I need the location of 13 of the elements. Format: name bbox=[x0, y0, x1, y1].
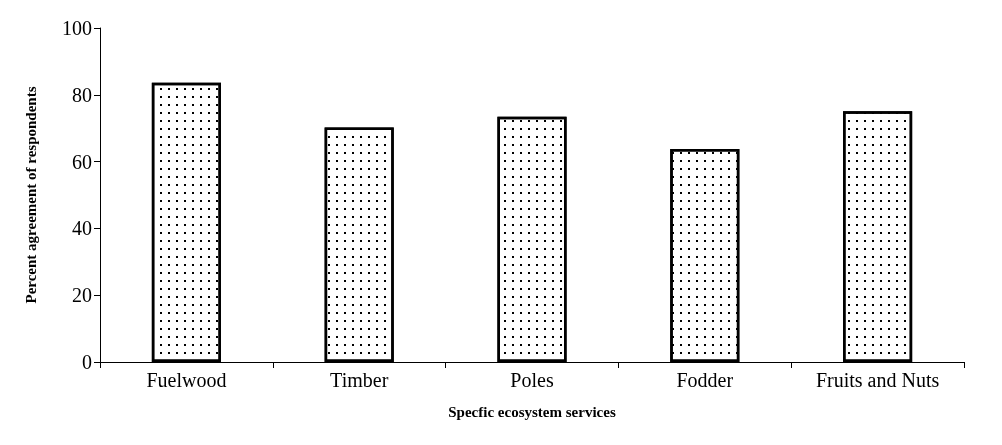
y-tick-label: 20 bbox=[72, 284, 92, 307]
y-axis-title: Percent agreement of respondents bbox=[22, 86, 39, 304]
x-tick-label: Poles bbox=[510, 369, 554, 391]
y-tick-label: 40 bbox=[72, 217, 92, 240]
y-tick-label: 0 bbox=[82, 351, 92, 373]
x-tick-label: Fuelwood bbox=[146, 369, 227, 391]
x-tick-label: Timber bbox=[330, 369, 389, 391]
x-tick-label: Fodder bbox=[676, 369, 734, 391]
x-axis-title: Specfic ecosystem services bbox=[448, 403, 616, 420]
y-tick-label: 80 bbox=[72, 83, 92, 106]
x-tick-label: Fruits and Nuts bbox=[815, 369, 940, 391]
y-tick-label: 60 bbox=[72, 150, 92, 173]
y-tick-label: 100 bbox=[62, 17, 92, 39]
